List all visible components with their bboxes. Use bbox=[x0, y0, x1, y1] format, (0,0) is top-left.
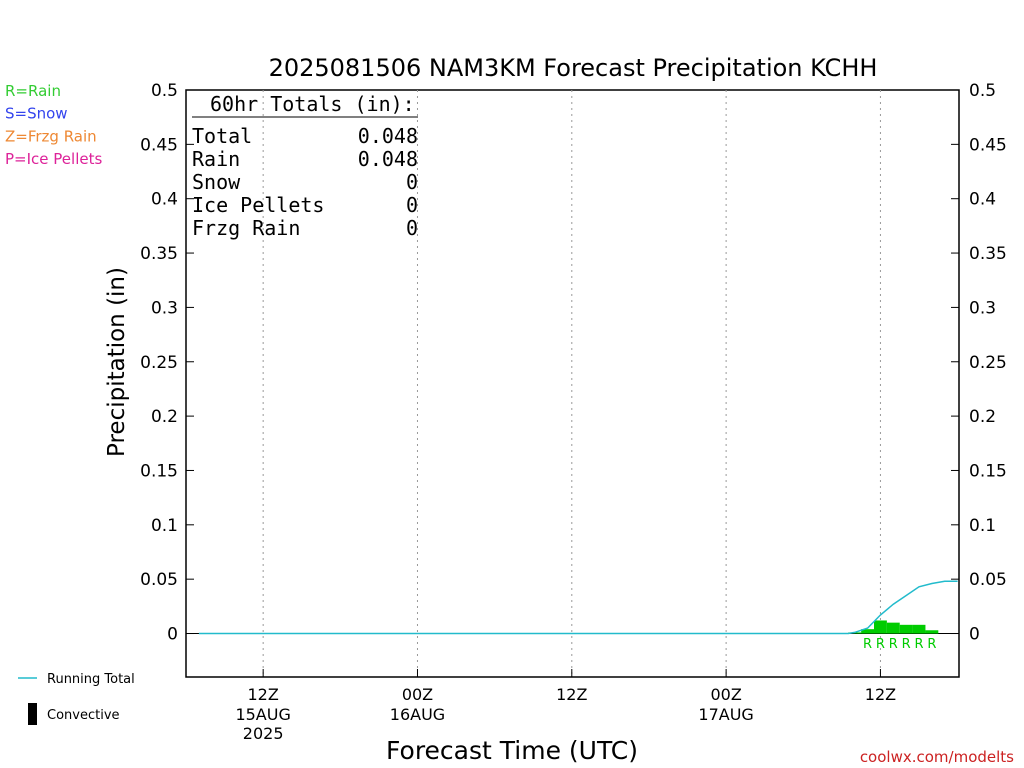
x-axis-label: Forecast Time (UTC) bbox=[386, 736, 638, 765]
precip-bar bbox=[874, 620, 887, 634]
totals-row-value: 0.048 bbox=[358, 147, 418, 171]
precip-bar bbox=[886, 622, 900, 634]
x-tick-label: 00Z bbox=[402, 685, 433, 704]
x-tick-year: 2025 bbox=[243, 724, 284, 743]
precip-type-label: R bbox=[889, 637, 898, 652]
legend-line-label: Running Total bbox=[47, 672, 135, 687]
x-tick-date: 16AUG bbox=[390, 705, 445, 724]
plot-frame bbox=[185, 89, 960, 678]
totals-row-label: Total bbox=[192, 124, 252, 148]
y-tick-label-right: 0.45 bbox=[969, 135, 1007, 155]
y-tick-label-right: 0.2 bbox=[969, 407, 996, 427]
totals-row-label: Frzg Rain bbox=[192, 216, 300, 240]
precip-bar bbox=[899, 624, 913, 634]
precip-bar bbox=[925, 630, 939, 634]
legend-line-label: Convective bbox=[47, 708, 120, 723]
y-tick-label-right: 0.5 bbox=[969, 81, 996, 101]
legend-type-1: S=Snow bbox=[5, 105, 68, 123]
y-tick-label-right: 0.3 bbox=[969, 298, 996, 318]
totals-row-value: 0 bbox=[406, 216, 418, 240]
precip-type-label: R bbox=[863, 637, 872, 652]
y-tick-label-right: 0.4 bbox=[969, 190, 996, 210]
credit-text: coolwx.com/modelts bbox=[860, 748, 1014, 766]
x-tick-label: 00Z bbox=[710, 685, 741, 704]
y-tick-label-left: 0.15 bbox=[140, 461, 178, 481]
precip-type-label: R bbox=[876, 637, 885, 652]
y-tick-label-right: 0.05 bbox=[969, 570, 1007, 590]
totals-row-label: Rain bbox=[192, 147, 240, 171]
y-tick-label-left: 0.2 bbox=[151, 407, 178, 427]
y-tick-label-left: 0.45 bbox=[140, 135, 178, 155]
totals-header: 60hr Totals (in): bbox=[210, 92, 415, 116]
x-tick-date: 15AUG bbox=[235, 705, 290, 724]
x-tick-label: 12Z bbox=[556, 685, 587, 704]
y-tick-label-left: 0.5 bbox=[151, 81, 178, 101]
totals-row-value: 0.048 bbox=[358, 124, 418, 148]
legend-type-0: R=Rain bbox=[5, 82, 61, 100]
totals-row-value: 0 bbox=[406, 193, 418, 217]
chart-title: 2025081506 NAM3KM Forecast Precipitation… bbox=[269, 54, 878, 82]
precip-bar bbox=[912, 624, 926, 634]
x-grid bbox=[262, 90, 881, 677]
y-tick-label-left: 0.35 bbox=[140, 244, 178, 264]
y-tick-label-left: 0.25 bbox=[140, 353, 178, 373]
y-tick-label-right: 0.35 bbox=[969, 244, 1007, 264]
x-tick-label: 12Z bbox=[865, 685, 896, 704]
legend-type-3: P=Ice Pellets bbox=[5, 150, 102, 168]
legend-swatch-convective bbox=[28, 703, 37, 725]
precip-bars bbox=[848, 620, 939, 634]
y-axis-left: 0 0.05 0.1 0.15 0.2 0.25 0.3 0.35 0.4 0.45 0.5 bbox=[140, 81, 194, 645]
y-tick-label-left: 0.1 bbox=[151, 516, 178, 536]
totals-row-value: 0 bbox=[406, 170, 418, 194]
totals-box: 60hr Totals (in): Total 0.048 Rain 0.048 Sno… bbox=[192, 92, 418, 240]
x-tick-date: 17AUG bbox=[698, 705, 753, 724]
series-legend: Running Total Convective bbox=[18, 672, 135, 725]
x-tick-label: 12Z bbox=[247, 685, 278, 704]
y-tick-label-right: 0.15 bbox=[969, 461, 1007, 481]
totals-row-label: Snow bbox=[192, 170, 241, 194]
precip-type-label: R bbox=[902, 637, 911, 652]
y-tick-label-left: 0.05 bbox=[140, 570, 178, 590]
totals-row-label: Ice Pellets bbox=[192, 193, 324, 217]
precip-type-legend: R=Rain S=Snow Z=Frzg Rain P=Ice Pellets bbox=[5, 82, 102, 168]
y-axis-right: 0 0.05 0.1 0.15 0.2 0.25 0.3 0.35 0.4 0.45 0.5 bbox=[951, 81, 1007, 645]
y-tick-label-left: 0.3 bbox=[151, 298, 178, 318]
legend-type-2: Z=Frzg Rain bbox=[5, 127, 97, 145]
y-axis-label: Precipitation (in) bbox=[104, 267, 130, 457]
precip-type-label: R bbox=[927, 637, 936, 652]
precip-type-label: R bbox=[914, 637, 923, 652]
y-tick-label-left: 0 bbox=[167, 625, 178, 645]
y-tick-label-left: 0.4 bbox=[151, 190, 178, 210]
precip-bar bbox=[861, 629, 875, 634]
running-total-line bbox=[198, 580, 958, 635]
y-tick-label-right: 0.1 bbox=[969, 516, 996, 536]
y-tick-label-right: 0 bbox=[969, 625, 980, 645]
y-tick-label-right: 0.25 bbox=[969, 353, 1007, 373]
